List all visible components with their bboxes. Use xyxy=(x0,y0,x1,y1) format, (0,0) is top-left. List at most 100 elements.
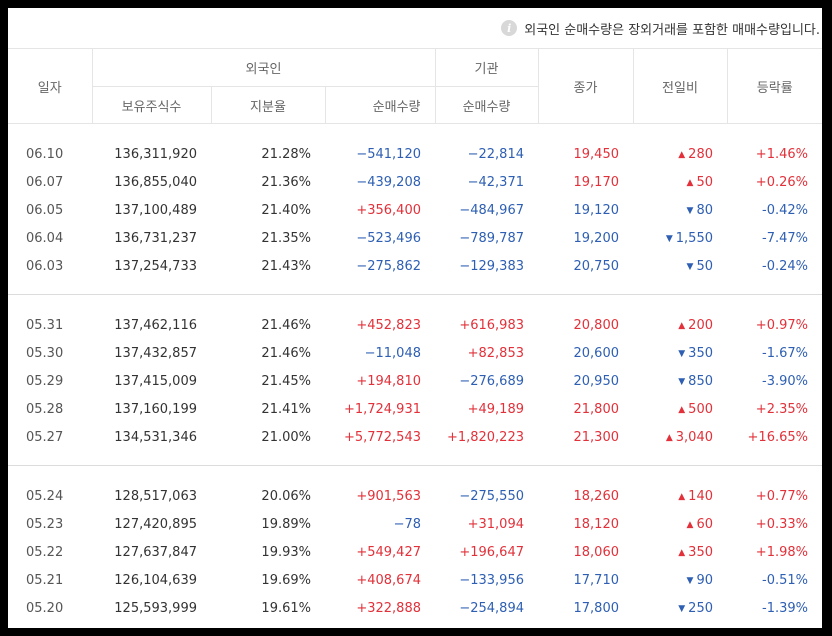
header-share: 지분율 xyxy=(210,86,325,124)
change-value: 50 xyxy=(696,174,713,190)
cell-holdings: 134,531,346 xyxy=(92,423,211,466)
cell-share: 21.00% xyxy=(211,423,325,466)
cell-foreign-net: +901,563 xyxy=(356,488,421,504)
cell-share: 19.69% xyxy=(261,572,311,588)
cell-foreign-net: +408,674 xyxy=(356,572,421,588)
triangle-down-icon: ▼ xyxy=(665,233,673,244)
triangle-up-icon: ▲ xyxy=(678,404,686,415)
change-value: 140 xyxy=(688,488,713,504)
cell-foreign-net: −439,208 xyxy=(356,174,421,190)
cell-share: 21.41% xyxy=(261,401,311,417)
cell-share: 21.43% xyxy=(211,252,325,295)
change-value: 60 xyxy=(696,516,713,532)
cell-rate: -1.39% xyxy=(762,600,808,616)
change-value: 3,040 xyxy=(675,429,713,445)
change-value: 200 xyxy=(688,317,713,333)
cell-share: 21.36% xyxy=(261,174,311,190)
cell-date: 05.23 xyxy=(26,516,64,532)
cell-rate: +0.33% xyxy=(755,516,808,532)
triangle-up-icon: ▲ xyxy=(678,320,686,331)
cell-date: 05.21 xyxy=(26,572,64,588)
triangle-down-icon: ▼ xyxy=(686,261,694,272)
cell-inst-net: −789,787 xyxy=(459,230,524,246)
cell-holdings: 137,100,489 xyxy=(114,202,197,218)
cell-date: 06.10 xyxy=(26,146,64,162)
cell-date: 05.22 xyxy=(26,544,64,560)
change-value: 90 xyxy=(696,572,713,588)
cell-holdings: 126,104,639 xyxy=(114,572,197,588)
header-date: 일자 xyxy=(8,48,92,124)
cell-change: ▼ 1,550 xyxy=(633,224,727,252)
triangle-up-icon: ▲ xyxy=(665,432,673,443)
cell-foreign-net: +356,400 xyxy=(356,202,421,218)
cell-rate: +0.97% xyxy=(755,317,808,333)
cell-change: ▲ 140 xyxy=(633,466,727,511)
cell-close: 21,800 xyxy=(573,401,620,417)
cell-foreign-net: +549,427 xyxy=(356,544,421,560)
cell-share: 21.28% xyxy=(261,146,311,162)
triangle-down-icon: ▼ xyxy=(678,603,686,614)
notice-text: 외국인 순매수량은 장외거래를 포함한 매매수량입니다. xyxy=(524,22,820,38)
cell-holdings: 137,462,116 xyxy=(114,317,197,333)
cell-change: ▲ 500 xyxy=(633,395,727,423)
change-value: 50 xyxy=(696,258,713,274)
cell-foreign-net: −11,048 xyxy=(364,345,421,361)
table-row: 05.23 127,420,895 19.89% −78 +31,094 18,120 ▲ 6… xyxy=(8,510,822,538)
change-value: 500 xyxy=(688,401,713,417)
cell-share: 21.45% xyxy=(261,373,311,389)
cell-foreign-net: −275,862 xyxy=(325,252,435,295)
table-row: 05.28 137,160,199 21.41% +1,724,931 +49,189 2… xyxy=(8,395,822,423)
cell-rate: -3.90% xyxy=(762,373,808,389)
triangle-up-icon: ▲ xyxy=(678,491,686,502)
cell-rate: -7.47% xyxy=(762,230,808,246)
cell-holdings: 137,160,199 xyxy=(114,401,197,417)
cell-foreign-net: −523,496 xyxy=(356,230,421,246)
table-row: 05.22 127,637,847 19.93% +549,427 +196,647 18… xyxy=(8,538,822,566)
table-row: 06.03 137,254,733 21.43% −275,862 −129,383 20… xyxy=(8,252,822,295)
cell-close: 19,120 xyxy=(573,202,620,218)
cell-holdings: 136,311,920 xyxy=(114,146,197,162)
table-row: 06.10 136,311,920 21.28% −541,120 −22,814 19,… xyxy=(8,124,822,169)
triangle-up-icon: ▲ xyxy=(686,519,694,530)
table-row: 05.27 134,531,346 21.00% +5,772,543 +1,820,2… xyxy=(8,423,822,466)
cell-change: ▲ 200 xyxy=(633,295,727,340)
change-value: 850 xyxy=(688,373,713,389)
cell-inst-net: +616,983 xyxy=(459,317,524,333)
header-foreign: 외국인 xyxy=(91,48,435,87)
cell-close: 19,170 xyxy=(573,174,620,190)
triangle-up-icon: ▲ xyxy=(686,177,694,188)
cell-change: ▲ 3,040 xyxy=(633,423,727,466)
cell-change: ▲ 350 xyxy=(633,538,727,566)
cell-date: 06.05 xyxy=(26,202,64,218)
header-change: 전일비 xyxy=(632,48,727,124)
cell-date: 05.31 xyxy=(26,317,64,333)
table-body: 06.10 136,311,920 21.28% −541,120 −22,814 19,… xyxy=(8,124,822,629)
cell-date: 05.24 xyxy=(26,488,64,504)
cell-close: 20,750 xyxy=(538,252,633,295)
info-icon[interactable]: i xyxy=(501,20,518,36)
cell-inst-net: −276,689 xyxy=(459,373,524,389)
table-row: 06.07 136,855,040 21.36% −439,208 −42,371 19,… xyxy=(8,168,822,196)
header-inst-net: 순매수량 xyxy=(434,86,538,124)
cell-holdings: 136,731,237 xyxy=(114,230,197,246)
cell-rate: +1.98% xyxy=(755,544,808,560)
cell-holdings: 127,637,847 xyxy=(114,544,197,560)
cell-change: ▼ 90 xyxy=(633,566,727,594)
header-close: 종가 xyxy=(537,48,633,124)
cell-share: 21.46% xyxy=(261,345,311,361)
cell-close: 17,710 xyxy=(573,572,620,588)
table-row: 05.21 126,104,639 19.69% +408,674 −133,956 17… xyxy=(8,566,822,594)
cell-close: 20,950 xyxy=(573,373,620,389)
cell-holdings: 125,593,999 xyxy=(114,600,197,616)
triangle-down-icon: ▼ xyxy=(686,205,694,216)
change-value: 350 xyxy=(688,345,713,361)
cell-inst-net: −22,814 xyxy=(467,146,524,162)
table-row: 05.20 125,593,999 19.61% +322,888 −254,894 17… xyxy=(8,594,822,628)
cell-close: 20,800 xyxy=(573,317,620,333)
cell-share: 21.46% xyxy=(261,317,311,333)
cell-inst-net: −42,371 xyxy=(467,174,524,190)
cell-rate: -1.67% xyxy=(762,345,808,361)
cell-date: 05.30 xyxy=(26,345,64,361)
cell-close: 17,800 xyxy=(573,600,620,616)
cell-close: 18,260 xyxy=(573,488,620,504)
